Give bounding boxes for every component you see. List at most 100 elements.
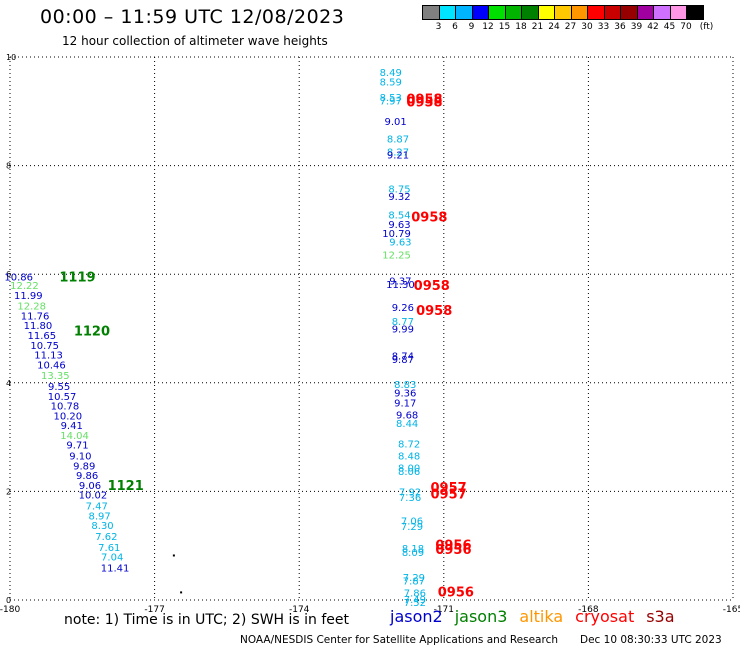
- time-label: 0958: [416, 304, 452, 319]
- time-label: 0956: [438, 585, 474, 600]
- wave-height-label: 7.36: [399, 493, 421, 504]
- wave-height-label: 8.87: [387, 134, 409, 145]
- wave-height-label: 8.75: [388, 184, 410, 195]
- wave-height-label: 11.65: [27, 331, 56, 342]
- wave-height-label: 9.68: [396, 410, 418, 421]
- time-label: 0958: [406, 92, 442, 107]
- y-tick-label: 0: [6, 596, 11, 605]
- wave-height-label: 9.71: [66, 441, 88, 452]
- legend-entry-s3a: s3a: [646, 607, 675, 626]
- x-tick-label: -165: [723, 605, 740, 615]
- wave-height-label: 9.99: [392, 325, 414, 336]
- wave-height-label: 9.36: [394, 389, 416, 400]
- time-label: 0956: [435, 543, 471, 558]
- color-scale-swatch: [686, 5, 704, 20]
- y-tick-label: 6: [6, 270, 11, 279]
- color-scale-labels: 3 6 9 12 15 18 21 24 27 30 33 36 39 42 45 70 (ft): [422, 22, 732, 34]
- wave-height-label: 9.63: [389, 238, 411, 249]
- x-tick-label: -180: [0, 605, 20, 615]
- y-tick-label: 10: [6, 53, 16, 62]
- wave-height-label: 9.21: [387, 151, 409, 162]
- wave-height-label: 11.30: [386, 280, 415, 291]
- time-label: 0956: [435, 539, 471, 554]
- wave-height-label: 9.01: [384, 117, 406, 128]
- wave-height-label: 8.27: [387, 147, 409, 158]
- wave-height-label: 10.79: [382, 229, 411, 240]
- time-label: 1121: [108, 479, 144, 494]
- satellite-legend: jason2 jason3 altika cryosat s3a: [390, 607, 687, 626]
- time-label: 1119: [59, 270, 95, 285]
- footer-note: note: 1) Time is in UTC; 2) SWH is in fe…: [64, 612, 350, 628]
- wave-height-label: 9.89: [73, 461, 95, 472]
- generated-timestamp: Dec 10 08:30:33 UTC 2023: [580, 634, 722, 646]
- y-tick-label: 8: [6, 162, 11, 171]
- wave-height-label: 9.41: [61, 421, 83, 432]
- wave-height-label: 7.47: [86, 502, 108, 513]
- wave-height-label: 9.17: [394, 398, 416, 409]
- wave-height-label: 9.86: [76, 471, 98, 482]
- wave-height-label: 8.72: [398, 440, 420, 451]
- wave-height-label: 8.44: [396, 419, 418, 430]
- wave-height-label: 7.61: [98, 543, 120, 554]
- chart-title: 00:00 – 11:59 UTC 12/08/2023: [40, 6, 345, 28]
- color-scale-label: 24: [548, 22, 560, 32]
- legend-entry-cryosat: cryosat: [575, 607, 635, 626]
- wave-height-label: 11.41: [101, 563, 130, 574]
- wave-height-label: 7.86: [404, 588, 426, 599]
- wave-height-label: 8.09: [402, 548, 424, 559]
- color-scale-label: 70: [680, 22, 692, 32]
- color-scale-label: 9: [468, 22, 475, 32]
- wave-height-label: 8.54: [388, 210, 410, 221]
- wave-height-label: 14.04: [60, 431, 89, 442]
- data-point-marker: [180, 591, 183, 594]
- wave-height-label: 8.83: [394, 380, 416, 391]
- wave-height-label: 12.22: [10, 281, 39, 292]
- wave-height-label: 7.06: [401, 517, 423, 528]
- time-label: 0957: [431, 481, 467, 496]
- wave-height-label: 7.04: [101, 553, 123, 564]
- wave-height-label: 8.06: [398, 467, 420, 478]
- color-scale-label: 36: [614, 22, 626, 32]
- wave-height-label: 7.52: [404, 598, 426, 609]
- wave-height-label: 8.30: [91, 521, 113, 532]
- color-scale-label: 3: [435, 22, 442, 32]
- time-label: 0958: [406, 96, 442, 111]
- color-scale-label: 39: [630, 22, 643, 32]
- wave-height-label: 10.86: [4, 272, 33, 283]
- color-scale-label: (ft): [699, 22, 714, 32]
- color-scale-label: 42: [647, 22, 659, 32]
- wave-height-label: 12.25: [382, 251, 411, 262]
- wave-height-label: 9.10: [69, 452, 91, 463]
- wave-height-label: 9.37: [389, 277, 411, 288]
- time-label: 0958: [411, 211, 447, 226]
- wave-height-label: 8.74: [392, 352, 414, 363]
- wave-height-label: 10.46: [37, 360, 66, 371]
- wave-height-label: 8.77: [392, 317, 414, 328]
- x-tick-label: -168: [578, 605, 599, 615]
- color-scale-label: 30: [581, 22, 593, 32]
- legend-entry-altika: altika: [519, 607, 564, 626]
- wave-height-label: 7.29: [403, 573, 425, 584]
- legend-entry-jason2: jason2: [390, 607, 443, 626]
- legend-entry-jason3: jason3: [454, 607, 508, 626]
- x-tick-label: -174: [289, 605, 310, 615]
- wave-height-label: 9.06: [79, 481, 101, 492]
- wave-height-label: 10.20: [54, 411, 83, 422]
- color-scale-bar: [422, 5, 704, 20]
- chart-subtitle: 12 hour collection of altimeter wave hei…: [62, 34, 328, 48]
- wave-height-label: 12.28: [17, 302, 46, 313]
- wave-height-label: 9.26: [392, 303, 414, 314]
- color-scale-label: 45: [663, 22, 676, 32]
- color-scale-label: 27: [564, 22, 577, 32]
- wave-height-label: 11.99: [14, 291, 43, 302]
- wave-height-label: 7.92: [399, 487, 421, 498]
- color-scale-label: 18: [515, 22, 527, 32]
- wave-height-label: 8.49: [380, 68, 402, 79]
- credit-text: NOAA/NESDIS Center for Satellite Applica…: [240, 634, 558, 646]
- time-label: 0957: [431, 488, 467, 503]
- color-scale-label: 12: [482, 22, 494, 32]
- wave-height-label: 7.87: [403, 576, 425, 587]
- wave-height-label: 10.02: [79, 491, 108, 502]
- wave-height-label: 9.63: [388, 220, 410, 231]
